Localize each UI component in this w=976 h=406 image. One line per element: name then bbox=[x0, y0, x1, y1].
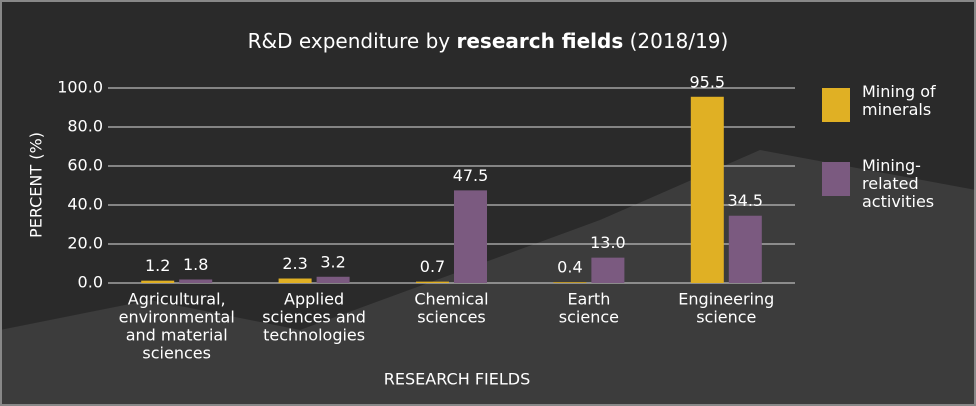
bar bbox=[141, 281, 174, 283]
legend-label: Mining of minerals bbox=[862, 83, 952, 119]
x-tick-label: Applied bbox=[284, 290, 344, 309]
value-label: 2.3 bbox=[282, 254, 307, 273]
y-tick-label: 60.0 bbox=[67, 156, 103, 175]
title-start: R&D expenditure by bbox=[248, 29, 451, 53]
y-tick-label: 20.0 bbox=[67, 234, 103, 253]
chart-page: R&D expenditure by research fields (2018… bbox=[0, 0, 976, 406]
x-tick-label: and material bbox=[126, 326, 228, 345]
bar bbox=[279, 279, 312, 283]
chart-title: R&D expenditure by research fields (2018… bbox=[248, 29, 729, 53]
bar bbox=[591, 258, 624, 283]
y-axis-title: PERCENT (%) bbox=[27, 132, 46, 238]
legend-label: Mining-related activities bbox=[862, 157, 952, 211]
bar bbox=[179, 279, 212, 283]
x-tick-label: sciences and bbox=[262, 308, 366, 327]
value-label: 95.5 bbox=[689, 72, 725, 91]
x-tick-label: Chemical bbox=[414, 290, 488, 309]
x-tick-label: technologies bbox=[263, 326, 365, 345]
value-label: 47.5 bbox=[453, 166, 489, 185]
x-tick-label: science bbox=[559, 308, 619, 327]
bar bbox=[317, 277, 350, 283]
y-tick-label: 40.0 bbox=[67, 195, 103, 214]
legend-swatch bbox=[822, 162, 850, 196]
value-label: 1.8 bbox=[183, 255, 208, 274]
x-tick-label: sciences bbox=[142, 344, 211, 363]
y-tick-label: 100.0 bbox=[57, 78, 103, 97]
legend-swatch bbox=[822, 88, 850, 122]
x-tick-label: Earth bbox=[567, 290, 610, 309]
chart: R&D expenditure by research fields (2018… bbox=[0, 0, 976, 406]
bar bbox=[729, 216, 762, 283]
value-label: 3.2 bbox=[320, 252, 345, 271]
bar bbox=[416, 282, 449, 283]
value-label: 13.0 bbox=[590, 233, 626, 252]
y-tick-label: 0.0 bbox=[78, 273, 103, 292]
bar bbox=[691, 97, 724, 283]
x-axis-title: RESEARCH FIELDS bbox=[384, 370, 530, 389]
bar bbox=[553, 282, 586, 283]
x-tick-label: Agricultural, bbox=[128, 290, 226, 309]
x-tick-label: science bbox=[696, 308, 756, 327]
x-tick-label: sciences bbox=[417, 308, 486, 327]
value-label: 34.5 bbox=[727, 191, 763, 210]
value-label: 1.2 bbox=[145, 256, 170, 275]
value-label: 0.7 bbox=[420, 257, 445, 276]
bar bbox=[454, 190, 487, 283]
x-tick-label: environmental bbox=[119, 308, 235, 327]
y-tick-label: 80.0 bbox=[67, 117, 103, 136]
title-end: (2018/19) bbox=[630, 29, 729, 53]
x-tick-label: Engineering bbox=[678, 290, 774, 309]
value-label: 0.4 bbox=[557, 258, 582, 277]
title-bold: research fields bbox=[456, 29, 623, 53]
